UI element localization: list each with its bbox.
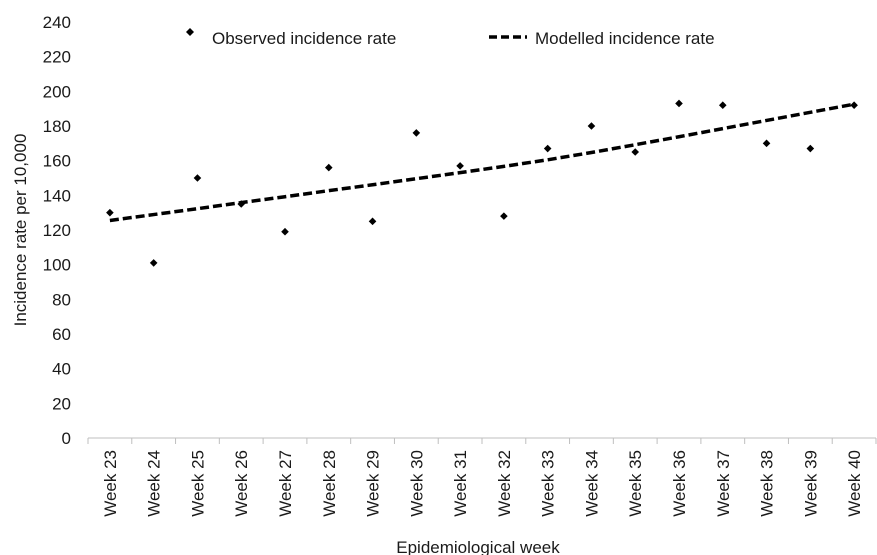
y-tick-label: 0 xyxy=(62,429,71,448)
x-tick-label: Week 25 xyxy=(188,450,207,517)
observed-point xyxy=(718,101,727,109)
x-axis: Week 23 Week 24 Week 25 Week 26 Week 27 Week … xyxy=(87,437,877,517)
series-layer xyxy=(106,99,858,267)
y-tick-label: 100 xyxy=(43,256,71,275)
observed-point xyxy=(675,99,683,108)
observed-point xyxy=(193,174,202,182)
y-axis: 0 20 40 60 80 100 120 140 160 180 200 220 240 xyxy=(43,13,71,448)
x-tick-label: Week 27 xyxy=(276,450,295,517)
observed-point xyxy=(106,208,114,217)
observed-point xyxy=(850,101,858,109)
observed-point xyxy=(543,144,552,153)
x-tick-label: Week 24 xyxy=(145,450,164,517)
y-tick-label: 60 xyxy=(52,325,71,344)
observed-point xyxy=(631,148,640,156)
observed-point xyxy=(587,122,596,130)
legend-item-observed: Observed incidence rate xyxy=(186,28,396,48)
y-axis-title: Incidence rate per 10,000 xyxy=(11,134,30,327)
observed-point xyxy=(456,162,464,170)
x-tick-label: Week 37 xyxy=(714,450,733,517)
observed-point xyxy=(762,139,771,148)
y-tick-label: 160 xyxy=(43,152,71,171)
x-tick-label: Week 34 xyxy=(582,450,601,517)
y-tick-label: 180 xyxy=(43,117,71,136)
observed-point xyxy=(806,144,815,153)
legend-item-modelled: Modelled incidence rate xyxy=(489,29,715,48)
y-tick-label: 220 xyxy=(43,48,71,67)
x-tick-label: Week 30 xyxy=(407,450,426,517)
x-tick-label: Week 32 xyxy=(495,450,514,517)
x-tick-label: Week 33 xyxy=(539,450,558,517)
legend-label-modelled: Modelled incidence rate xyxy=(535,29,715,48)
y-tick-label: 200 xyxy=(43,82,71,101)
x-tick-label: Week 29 xyxy=(364,450,383,517)
x-tick-label: Week 31 xyxy=(451,450,470,517)
legend-marker-observed xyxy=(186,28,194,36)
y-tick-label: 20 xyxy=(52,394,71,413)
x-tick-label: Week 36 xyxy=(670,450,689,517)
y-tick-label: 40 xyxy=(52,360,71,379)
legend-label-observed: Observed incidence rate xyxy=(212,29,396,48)
x-tick-label: Week 26 xyxy=(232,450,251,517)
observed-point xyxy=(324,163,333,172)
x-tick-label: Week 40 xyxy=(845,450,864,517)
observed-point xyxy=(281,227,289,236)
x-tick-label: Week 39 xyxy=(801,450,820,517)
x-tick-label: Week 38 xyxy=(758,450,777,517)
y-tick-label: 140 xyxy=(43,186,71,205)
observed-point xyxy=(500,212,508,220)
y-tick-label: 120 xyxy=(43,221,71,240)
observed-point xyxy=(368,217,377,226)
observed-point xyxy=(412,129,421,137)
series-line-modelled xyxy=(109,102,855,223)
x-axis-title: Epidemiological week xyxy=(396,538,560,555)
x-tick-label: Week 28 xyxy=(320,450,339,517)
x-tick-label: Week 23 xyxy=(101,450,120,517)
observed-point xyxy=(149,259,158,267)
y-tick-label: 80 xyxy=(52,290,71,309)
y-tick-label: 240 xyxy=(43,13,71,32)
legend: Observed incidence rate Modelled inciden… xyxy=(186,28,715,48)
x-tick-label: Week 35 xyxy=(626,450,645,517)
